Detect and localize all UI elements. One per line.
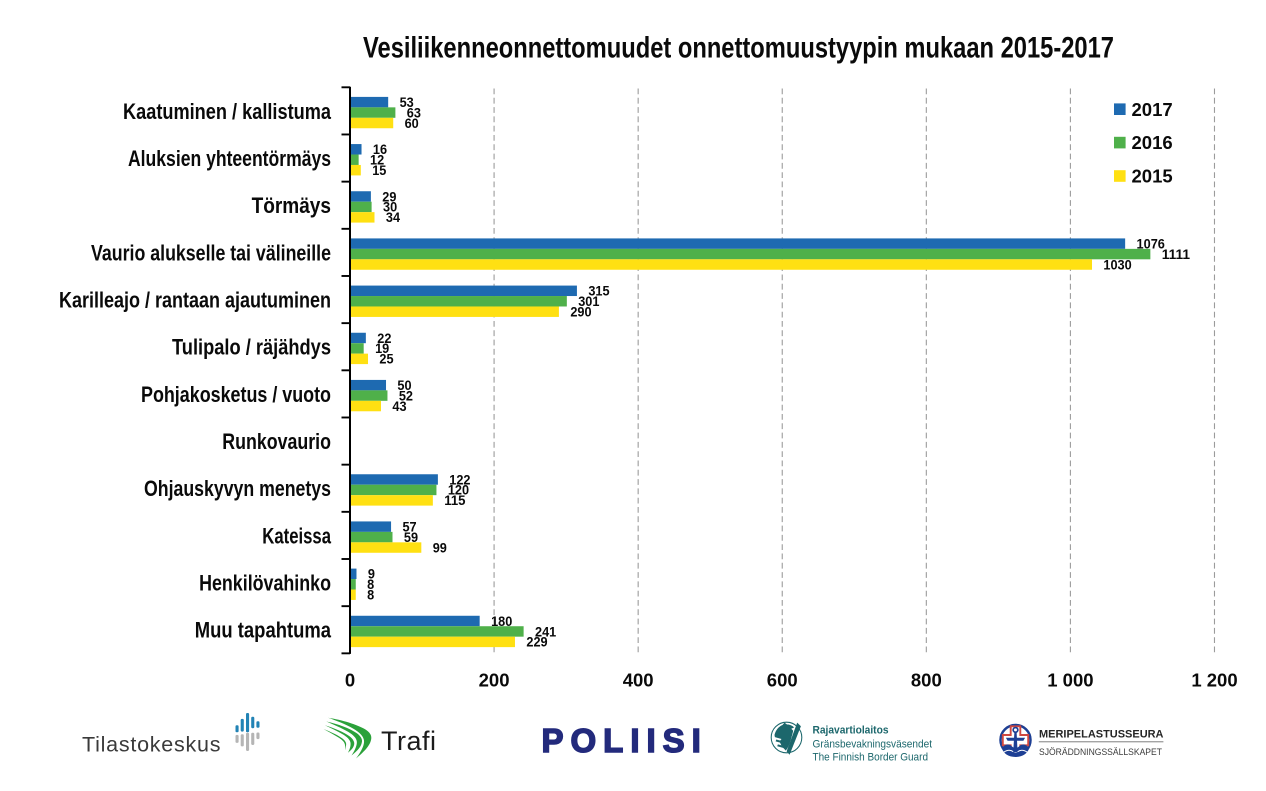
svg-text:Kaatuminen / kallistuma: Kaatuminen / kallistuma [123,99,332,124]
svg-text:600: 600 [767,670,798,691]
svg-text:Ohjauskyvyn menetys: Ohjauskyvyn menetys [144,476,331,501]
svg-text:53: 53 [400,95,415,110]
svg-text:43: 43 [392,399,407,414]
svg-text:Tilastokeskus: Tilastokeskus [82,733,221,757]
svg-text:1030: 1030 [1103,257,1131,272]
svg-text:180: 180 [491,614,512,629]
svg-text:60: 60 [405,116,419,131]
svg-text:Tulipalo / räjähdys: Tulipalo / räjähdys [172,335,331,360]
svg-text:Pohjakosketus / vuoto: Pohjakosketus / vuoto [141,382,331,407]
svg-text:57: 57 [402,519,416,534]
svg-text:8: 8 [367,577,375,592]
svg-text:12: 12 [370,153,384,168]
svg-text:315: 315 [588,284,610,299]
svg-text:POLIISI: POLIISI [542,722,708,759]
svg-text:22: 22 [377,331,391,346]
svg-text:52: 52 [399,388,413,403]
svg-text:Vesiliikenneonnettomuudet onne: Vesiliikenneonnettomuudet onnettomuustyy… [363,32,1114,65]
svg-text:19: 19 [375,341,389,356]
svg-text:Muu tapahtuma: Muu tapahtuma [195,618,332,643]
svg-text:59: 59 [404,530,418,545]
svg-text:1 000: 1 000 [1047,670,1093,691]
svg-text:30: 30 [383,200,397,215]
svg-text:120: 120 [448,483,469,498]
svg-text:8: 8 [367,588,375,603]
svg-text:Kateissa: Kateissa [262,523,331,548]
svg-text:16: 16 [373,142,388,157]
svg-text:Karilleajo / rantaan ajautumin: Karilleajo / rantaan ajautuminen [59,287,331,312]
svg-text:1111: 1111 [1162,247,1191,262]
svg-text:301: 301 [578,294,600,309]
svg-text:290: 290 [570,305,591,320]
svg-text:800: 800 [911,670,942,691]
svg-text:Törmäys: Törmäys [252,193,331,218]
svg-text:9: 9 [368,567,375,582]
svg-text:MERIPELASTUSSEURA: MERIPELASTUSSEURA [1039,728,1164,740]
svg-text:Gränsbevakningsväsendet: Gränsbevakningsväsendet [813,739,933,751]
svg-text:2016: 2016 [1132,132,1173,153]
svg-text:63: 63 [407,105,422,120]
svg-text:200: 200 [479,670,510,691]
svg-text:Trafi: Trafi [381,726,437,756]
svg-text:Rajavartiolaitos: Rajavartiolaitos [813,725,889,737]
svg-text:34: 34 [386,210,401,225]
svg-text:229: 229 [526,635,547,650]
svg-text:122: 122 [449,472,470,487]
svg-text:29: 29 [382,189,396,204]
svg-text:99: 99 [433,540,447,555]
svg-text:2017: 2017 [1132,99,1173,120]
svg-text:0: 0 [345,670,355,691]
svg-text:Runkovaurio: Runkovaurio [222,429,331,454]
svg-text:The Finnish Border Guard: The Finnish Border Guard [813,751,929,763]
svg-text:Vaurio alukselle tai välineill: Vaurio alukselle tai välineille [91,240,331,265]
svg-text:25: 25 [379,352,394,367]
svg-text:Henkilövahinko: Henkilövahinko [199,570,331,595]
svg-text:400: 400 [623,670,654,691]
svg-text:2015: 2015 [1132,166,1173,187]
svg-text:1 200: 1 200 [1191,670,1237,691]
svg-text:15: 15 [372,163,387,178]
svg-text:1076: 1076 [1137,236,1166,251]
svg-text:241: 241 [535,624,557,639]
svg-text:Aluksien yhteentörmäys: Aluksien yhteentörmäys [128,146,331,171]
svg-text:SJÖRÄDDNINGSSÄLLSKAPET: SJÖRÄDDNINGSSÄLLSKAPET [1039,747,1162,757]
svg-text:50: 50 [397,378,411,393]
svg-text:115: 115 [444,493,466,508]
